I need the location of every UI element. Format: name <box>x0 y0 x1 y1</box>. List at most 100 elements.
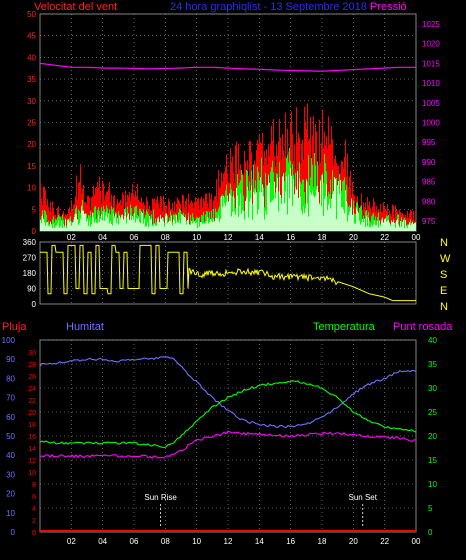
rain-tick-label: 0 <box>11 528 16 537</box>
climate-grid <box>40 339 417 533</box>
pressure-label: Pressió <box>370 1 407 13</box>
climate-x-tick-label: 02 <box>67 537 76 546</box>
temperature-right-axis: 0 5 10 15 20 25 30 35 40 <box>428 336 437 537</box>
climate-x-tick-label: 04 <box>98 537 107 546</box>
inner-tick-label: 0 <box>32 530 36 537</box>
temperature-tick-label: 15 <box>428 456 437 465</box>
wind-left-axis: 0 5 10 15 20 25 30 35 40 45 50 <box>27 10 36 236</box>
direction-tick-label: 360 <box>23 238 37 247</box>
pressure-tick-label: 975 <box>422 217 436 226</box>
dewpoint-label: Punt rosada <box>393 321 453 333</box>
humidity-line <box>39 356 417 429</box>
wind-tick-label: 0 <box>32 227 37 236</box>
temperature-tick-label: 40 <box>428 336 437 345</box>
pressure-tick-label: 1015 <box>422 59 440 68</box>
rain-tick-label: 20 <box>6 490 15 499</box>
rain-tick-label: 10 <box>6 509 15 518</box>
humidity-label: Humitat <box>66 321 104 333</box>
wind-x-tick-label: 14 <box>255 233 264 242</box>
pressure-right-axis: 975 980 985 990 995 1000 1005 1010 1015 1020 1025 <box>422 20 440 226</box>
wind-tick-label: 50 <box>27 10 36 19</box>
wind-x-tick-label: 16 <box>286 233 295 242</box>
temperature-tick-label: 30 <box>428 384 437 393</box>
inner-tick-label: 22 <box>28 398 36 405</box>
wind-x-tick-label: 18 <box>318 233 327 242</box>
climate-x-axis: 02 04 06 08 10 12 14 16 18 20 22 00 <box>67 537 421 546</box>
direction-tick-label: 270 <box>23 254 37 263</box>
climate-x-tick-label: 18 <box>318 537 327 546</box>
pressure-tick-label: 980 <box>422 197 436 206</box>
chart-title: 24 hora graphiqlist - 13 Septembre 2018 <box>170 1 367 13</box>
wind-tick-label: 35 <box>27 75 36 84</box>
wind-x-tick-label: 02 <box>67 233 76 242</box>
climate-x-tick-label: 14 <box>255 537 264 546</box>
climate-x-tick-label: 20 <box>349 537 358 546</box>
pressure-tick-label: 1005 <box>422 99 440 108</box>
climate-x-tick-label: 22 <box>380 537 389 546</box>
inner-tick-label: 4 <box>32 506 36 513</box>
wind-x-tick-label: 10 <box>192 233 201 242</box>
wind-x-tick-label: 04 <box>98 233 107 242</box>
pressure-tick-label: 1025 <box>422 20 440 29</box>
wind-tick-label: 15 <box>27 162 36 171</box>
inner-tick-label: 20 <box>28 410 36 417</box>
climate-x-tick-label: 08 <box>161 537 170 546</box>
direction-tick-label: 180 <box>23 269 37 278</box>
pressure-tick-label: 1010 <box>422 79 440 88</box>
wind-tick-label: 30 <box>27 97 36 106</box>
wind-speed-label: Velocitat del vent <box>34 1 117 13</box>
climate-x-tick-label: 10 <box>192 537 201 546</box>
sun-marker-label: Sun Set <box>348 493 377 502</box>
wind-x-tick-label: 00 <box>412 233 421 242</box>
rain-tick-label: 80 <box>6 374 15 383</box>
inner-tick-label: 30 <box>28 350 36 357</box>
wind-x-tick-label: 20 <box>349 233 358 242</box>
wind-tick-label: 10 <box>27 184 36 193</box>
direction-tick-label: 90 <box>27 285 36 294</box>
climate-series <box>39 356 417 532</box>
compass-label: S <box>440 269 447 281</box>
wind-direction-line <box>40 244 416 302</box>
rain-tick-label: 70 <box>6 394 15 403</box>
rain-tick-label: 50 <box>6 432 15 441</box>
wind-series <box>39 62 416 231</box>
temperature-tick-label: 20 <box>428 432 437 441</box>
temperature-label: Temperatura <box>313 321 376 333</box>
dewpoint-line <box>39 430 417 459</box>
rain-label: Pluja <box>2 321 27 333</box>
temperature-tick-label: 0 <box>428 528 433 537</box>
rain-tick-label: 90 <box>6 355 15 364</box>
inner-tick-label: 10 <box>28 470 36 477</box>
climate-x-tick-label: 00 <box>412 537 421 546</box>
wind-tick-label: 20 <box>27 140 36 149</box>
wind-tick-label: 25 <box>27 119 36 128</box>
pressure-tick-label: 990 <box>422 158 436 167</box>
inner-tick-label: 28 <box>28 362 36 369</box>
climate-x-tick-label: 12 <box>224 537 233 546</box>
compass-label: N <box>440 301 448 313</box>
compass-label: N <box>440 237 448 249</box>
wind-x-tick-label: 06 <box>130 233 139 242</box>
wind-tick-label: 45 <box>27 32 36 41</box>
compass-label: W <box>440 253 451 265</box>
pressure-line <box>39 62 416 72</box>
inner-tick-label: 16 <box>28 434 36 441</box>
sun-marker-label: Sun Rise <box>144 493 177 502</box>
inner-tick-label: 26 <box>28 374 36 381</box>
inner-tick-label: 2 <box>32 518 36 525</box>
inner-tick-label: 24 <box>28 386 36 393</box>
inner-tick-label: 8 <box>32 482 36 489</box>
climate-x-tick-label: 06 <box>130 537 139 546</box>
inner-tick-label: 6 <box>32 494 36 501</box>
wind-x-axis: 02 04 06 08 10 12 14 16 18 20 22 00 <box>67 233 421 242</box>
wind-tick-label: 40 <box>27 53 36 62</box>
wind-x-tick-label: 08 <box>161 233 170 242</box>
direction-left-axis: 0 90 180 270 360 <box>23 238 37 309</box>
inner-tick-label: 14 <box>28 446 36 453</box>
temperature-tick-label: 10 <box>428 480 437 489</box>
temperature-tick-label: 5 <box>428 504 433 513</box>
wind-x-tick-label: 22 <box>380 233 389 242</box>
